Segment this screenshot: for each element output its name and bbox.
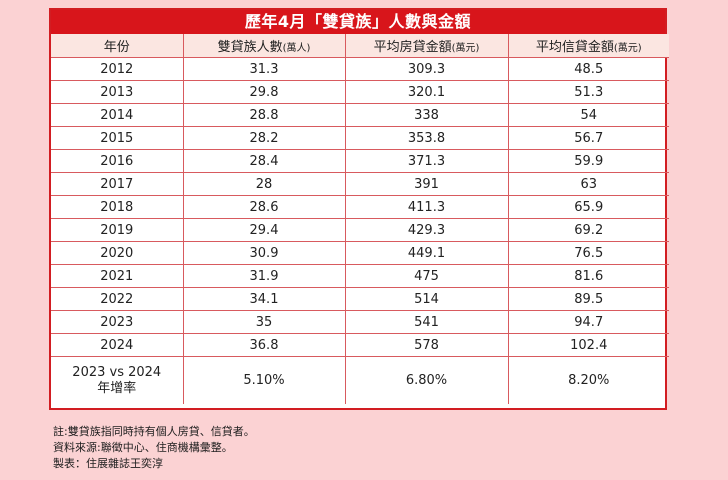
table-cell: 429.3 bbox=[344, 218, 508, 242]
table-cell: 48.5 bbox=[507, 57, 669, 81]
table-cell: 2018 bbox=[51, 195, 183, 219]
table-cell: 94.7 bbox=[507, 310, 669, 334]
summary-value: 5.10% bbox=[182, 356, 345, 404]
table-cell: 35 bbox=[182, 310, 345, 334]
table-cell: 2017 bbox=[51, 172, 183, 196]
table-row: 2024 36.8 578 102.4 bbox=[51, 333, 669, 357]
table-cell: 391 bbox=[344, 172, 508, 196]
table-cell: 56.7 bbox=[507, 126, 669, 150]
table-cell: 2022 bbox=[51, 287, 183, 311]
column-header: 平均信貸金額(萬元) bbox=[507, 34, 669, 58]
table-cell: 2020 bbox=[51, 241, 183, 265]
table-row: 2012 31.3 309.3 48.5 bbox=[51, 57, 669, 81]
table-row: 2013 29.8 320.1 51.3 bbox=[51, 80, 669, 104]
summary-value: 8.20% bbox=[507, 356, 669, 404]
table-title: 歷年4月「雙貸族」人數與金額 bbox=[51, 10, 665, 34]
footnote-definition: 註:雙貸族指同時持有個人房貸、信貸者。 bbox=[53, 425, 255, 438]
table-cell: 30.9 bbox=[182, 241, 345, 265]
table-cell: 2021 bbox=[51, 264, 183, 288]
column-header: 雙貸族人數(萬人) bbox=[182, 34, 345, 58]
table-cell: 63 bbox=[507, 172, 669, 196]
table-body: 2012 31.3 309.3 48.5 2013 29.8 320.1 51.3 2014 28… bbox=[51, 57, 669, 405]
table-cell: 54 bbox=[507, 103, 669, 127]
summary-label-cell: 2023 vs 2024 年增率 bbox=[51, 357, 183, 405]
table-cell: 29.8 bbox=[182, 80, 345, 104]
footnote-source: 資料來源:聯徵中心、住商機構彙整。 bbox=[53, 441, 233, 454]
column-header-label: 年份 bbox=[103, 40, 130, 55]
column-header-unit: (萬元) bbox=[451, 43, 480, 54]
table-row: 2020 30.9 449.1 76.5 bbox=[51, 241, 669, 265]
table-row: 2015 28.2 353.8 56.7 bbox=[51, 126, 669, 150]
table-cell: 34.1 bbox=[182, 287, 345, 311]
table-cell: 81.6 bbox=[507, 264, 669, 288]
table-cell: 28.6 bbox=[182, 195, 345, 219]
table-cell: 309.3 bbox=[344, 57, 508, 81]
table-cell: 320.1 bbox=[344, 80, 508, 104]
table-row: 2018 28.6 411.3 65.9 bbox=[51, 195, 669, 219]
data-table-card: 歷年4月「雙貸族」人數與金額 年份 雙貸族人數(萬人) 平均房貸金額(萬元) 平均信貸… bbox=[49, 8, 669, 410]
table-cell: 2012 bbox=[51, 57, 183, 81]
table-cell: 89.5 bbox=[507, 287, 669, 311]
data-table: 年份 雙貸族人數(萬人) 平均房貸金額(萬元) 平均信貸金額(萬元) 2012 31.3… bbox=[51, 34, 669, 404]
column-header-unit: (萬人) bbox=[282, 43, 311, 54]
table-cell: 2015 bbox=[51, 126, 183, 150]
table-cell: 449.1 bbox=[344, 241, 508, 265]
table-cell: 31.9 bbox=[182, 264, 345, 288]
table-row: 2017 28 391 63 bbox=[51, 172, 669, 196]
table-cell: 411.3 bbox=[344, 195, 508, 219]
column-header: 平均房貸金額(萬元) bbox=[344, 34, 508, 58]
table-row: 2023 35 541 94.7 bbox=[51, 310, 669, 334]
table-cell: 353.8 bbox=[344, 126, 508, 150]
summary-label: 2023 vs 2024 bbox=[72, 364, 162, 380]
summary-value: 6.80% bbox=[344, 356, 508, 404]
table-cell: 2019 bbox=[51, 218, 183, 242]
table-cell: 514 bbox=[344, 287, 508, 311]
table-header: 年份 雙貸族人數(萬人) 平均房貸金額(萬元) 平均信貸金額(萬元) bbox=[51, 34, 669, 58]
table-cell: 2014 bbox=[51, 103, 183, 127]
table-cell: 76.5 bbox=[507, 241, 669, 265]
table-cell: 578 bbox=[344, 333, 508, 357]
table-cell: 371.3 bbox=[344, 149, 508, 173]
table-cell: 2013 bbox=[51, 80, 183, 104]
table-cell: 28 bbox=[182, 172, 345, 196]
table-row: 2014 28.8 338 54 bbox=[51, 103, 669, 127]
column-header: 年份 bbox=[51, 34, 183, 58]
table-cell: 475 bbox=[344, 264, 508, 288]
table-cell: 59.9 bbox=[507, 149, 669, 173]
table-cell: 51.3 bbox=[507, 80, 669, 104]
footnotes: 註:雙貸族指同時持有個人房貸、信貸者。 資料來源:聯徵中心、住商機構彙整。 製表… bbox=[53, 424, 255, 472]
summary-sublabel: 年增率 bbox=[97, 380, 137, 396]
table-cell: 2016 bbox=[51, 149, 183, 173]
column-header-unit: (萬元) bbox=[613, 43, 642, 54]
table-cell: 102.4 bbox=[507, 333, 669, 357]
table-row: 2016 28.4 371.3 59.9 bbox=[51, 149, 669, 173]
column-header-label: 平均房貸金額 bbox=[373, 40, 452, 55]
table-cell: 31.3 bbox=[182, 57, 345, 81]
table-cell: 28.4 bbox=[182, 149, 345, 173]
column-header-label: 平均信貸金額 bbox=[535, 40, 614, 55]
table-cell: 69.2 bbox=[507, 218, 669, 242]
column-header-label: 雙貸族人數 bbox=[217, 40, 283, 55]
table-cell: 65.9 bbox=[507, 195, 669, 219]
table-cell: 338 bbox=[344, 103, 508, 127]
table-cell: 29.4 bbox=[182, 218, 345, 242]
table-cell: 2023 bbox=[51, 310, 183, 334]
table-cell: 28.8 bbox=[182, 103, 345, 127]
table-cell: 541 bbox=[344, 310, 508, 334]
table-cell: 28.2 bbox=[182, 126, 345, 150]
table-cell: 2024 bbox=[51, 333, 183, 357]
summary-row: 2023 vs 2024 年增率 5.10% 6.80% 8.20% bbox=[51, 356, 669, 405]
header-row: 年份 雙貸族人數(萬人) 平均房貸金額(萬元) 平均信貸金額(萬元) bbox=[51, 34, 669, 58]
footnote-credit: 製表：住展雜誌王奕淳 bbox=[53, 457, 163, 470]
table-cell: 36.8 bbox=[182, 333, 345, 357]
table-row: 2021 31.9 475 81.6 bbox=[51, 264, 669, 288]
table-row: 2019 29.4 429.3 69.2 bbox=[51, 218, 669, 242]
table-row: 2022 34.1 514 89.5 bbox=[51, 287, 669, 311]
